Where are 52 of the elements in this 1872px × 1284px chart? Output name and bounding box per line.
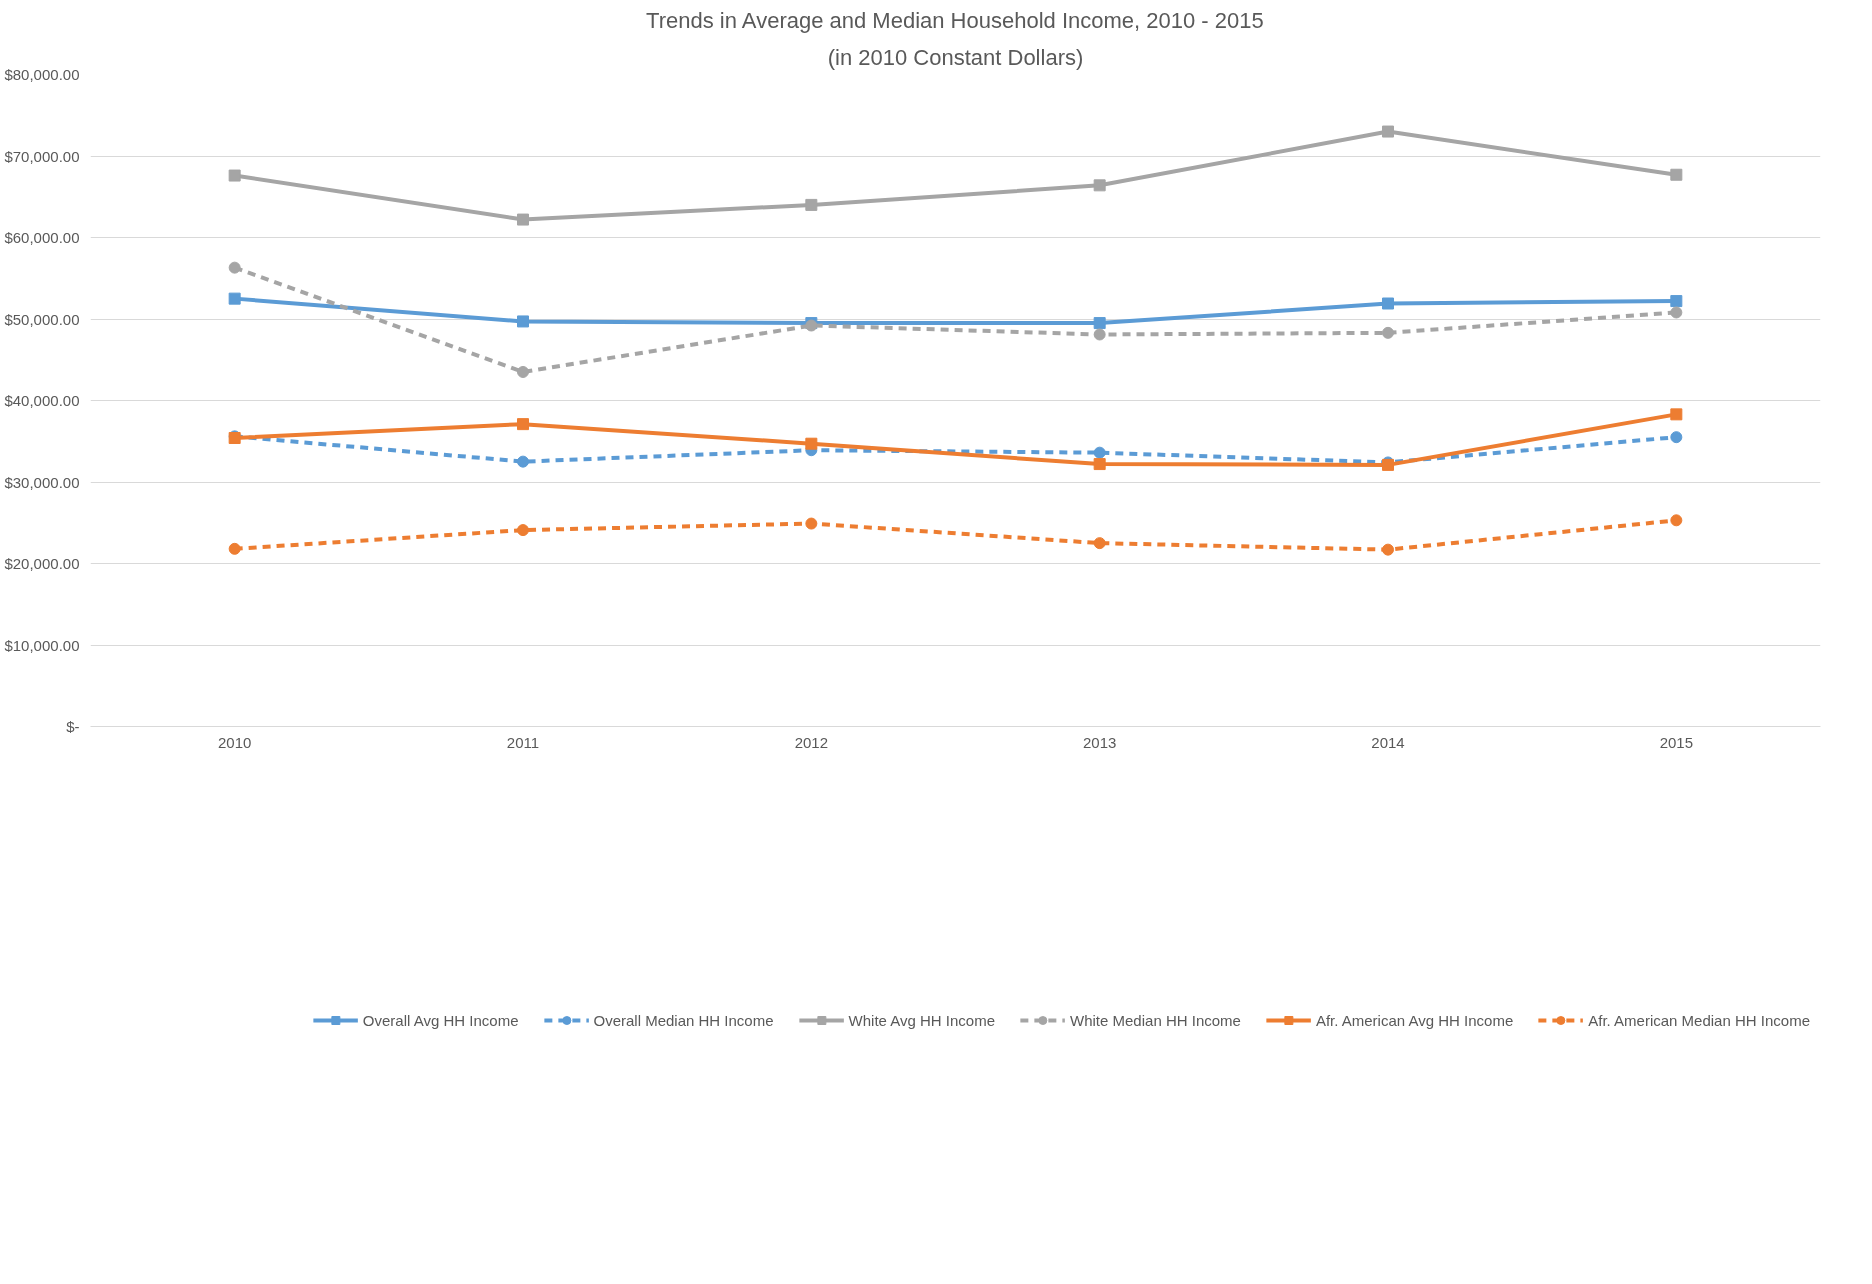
legend-label: White Median HH Income <box>1070 1011 1241 1029</box>
y-tick-label: $50,000.00 <box>4 310 80 328</box>
point <box>517 455 529 468</box>
point <box>1670 295 1683 308</box>
point <box>517 365 529 378</box>
point <box>1382 326 1394 339</box>
point <box>805 517 818 530</box>
y-tick-label: $20,000.00 <box>4 555 80 572</box>
y-tick-label: $10,000.00 <box>4 636 80 654</box>
point <box>1093 446 1106 459</box>
point <box>805 198 818 211</box>
x-tick-label: 2011 <box>506 733 540 751</box>
point <box>228 292 241 305</box>
legend-label: Overall Avg HH Income <box>362 1011 519 1029</box>
point <box>517 524 529 537</box>
point <box>1670 408 1683 421</box>
point <box>228 169 241 182</box>
point <box>1093 317 1106 330</box>
y-tick-label: $- <box>66 718 80 735</box>
point <box>1670 514 1683 527</box>
point <box>1382 125 1394 138</box>
x-tick-label: 2012 <box>794 733 829 751</box>
legend-label: Afr. American Avg HH Income <box>1315 1011 1514 1029</box>
legend-label: Afr. American Median HH Income <box>1588 1011 1810 1029</box>
y-tick-label: $70,000.00 <box>4 147 80 165</box>
x-tick-label: 2014 <box>1371 733 1405 751</box>
point <box>1670 431 1683 444</box>
legend-label: Overall Median HH Income <box>593 1011 774 1029</box>
point <box>1670 168 1683 181</box>
point <box>517 213 529 226</box>
x-tick-label: 2015 <box>1659 733 1694 751</box>
point <box>1093 328 1106 341</box>
point <box>1670 306 1683 319</box>
x-tick-label: 2010 <box>217 733 252 751</box>
y-tick-label: $60,000.00 <box>4 229 80 246</box>
legend-label: White Avg HH Income <box>848 1011 996 1029</box>
point <box>517 315 529 328</box>
y-tick-label: $80,000.00 <box>4 66 80 83</box>
point <box>228 261 241 274</box>
point <box>1382 543 1394 556</box>
point <box>1093 537 1106 550</box>
point <box>517 418 529 431</box>
y-tick-label: $40,000.00 <box>4 392 80 409</box>
point <box>228 542 241 555</box>
y-tick-label: $30,000.00 <box>4 473 80 491</box>
chart-subtitle: (in 2010 Constant Dollars) <box>827 44 1084 70</box>
point <box>1093 179 1106 192</box>
point <box>1093 458 1106 471</box>
point <box>805 437 818 450</box>
point <box>1382 297 1394 310</box>
chart-title: Trends in Average and Median Household Income, 2010 - 2015 <box>646 7 1264 33</box>
x-tick-label: 2013 <box>1082 733 1117 751</box>
